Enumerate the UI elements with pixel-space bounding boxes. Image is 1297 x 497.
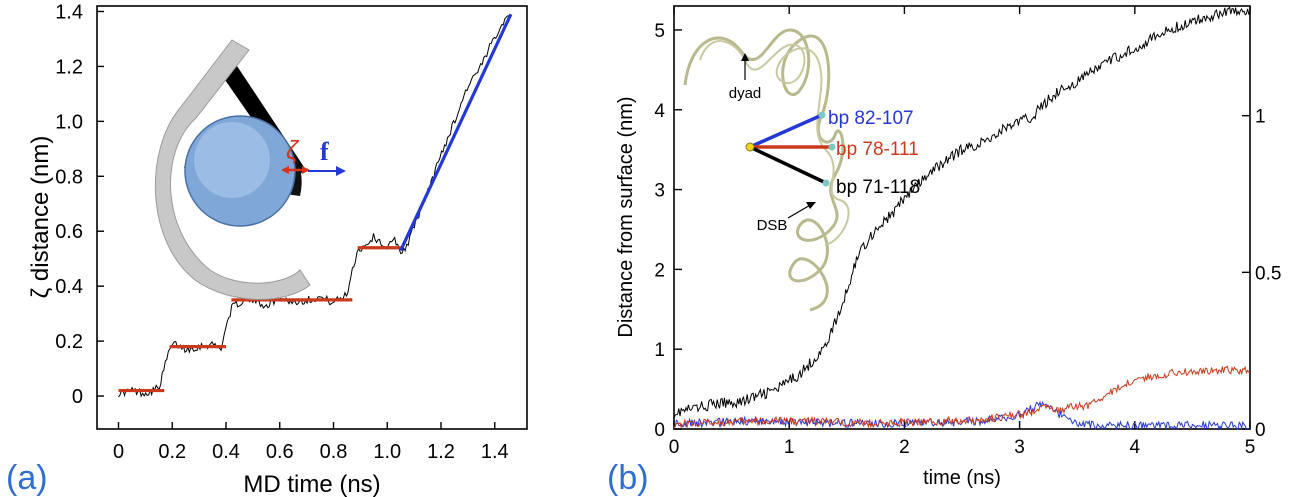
inset-histone-highlight bbox=[194, 122, 270, 198]
y-tick-label: 0.2 bbox=[55, 331, 83, 353]
inset-dna-helix-2 bbox=[699, 40, 850, 246]
distance-trace-bp-78-111 bbox=[673, 365, 1251, 429]
y2-tick-label: 0.5 bbox=[1255, 263, 1281, 284]
y-tick-label: 0.4 bbox=[55, 276, 83, 298]
x-tick-label: 5 bbox=[1245, 437, 1256, 458]
x-tick-label: 0.2 bbox=[158, 441, 186, 463]
inset-bp-black-label: bp 71-118 bbox=[836, 177, 920, 198]
inset-grey-strand bbox=[154, 39, 311, 300]
inset-dyad-label: dyad bbox=[729, 85, 762, 102]
inset-bp-red-label: bp 78-111 bbox=[836, 139, 919, 160]
y-tick-label: 4 bbox=[654, 101, 665, 122]
x-tick-label: 0 bbox=[113, 441, 124, 463]
x-tick-label: 1.0 bbox=[373, 441, 401, 463]
panel-b-label: (b) bbox=[607, 459, 649, 497]
inset-dsb-label: DSB bbox=[757, 217, 788, 234]
inset-anchor-point bbox=[745, 142, 755, 152]
panel-b-x-axis-label: time (ns) bbox=[923, 467, 1001, 489]
y-tick-label: 5 bbox=[654, 21, 665, 42]
x-tick-label: 0.8 bbox=[320, 441, 348, 463]
inset-bp-point-red bbox=[828, 143, 836, 151]
panel-b-plot-frame bbox=[673, 5, 1251, 430]
y-tick-label: 0.6 bbox=[55, 221, 83, 243]
x-tick-label: 1.2 bbox=[427, 441, 455, 463]
inset-force-arrowhead bbox=[336, 166, 346, 176]
inset-bp-point-blue bbox=[818, 111, 826, 119]
x-tick-label: 1 bbox=[784, 437, 795, 458]
inset-zeta-arrowhead-left bbox=[281, 166, 289, 174]
y-tick-label: 1.0 bbox=[55, 111, 83, 133]
inset-dna-helix bbox=[683, 28, 845, 312]
y2-tick-label: 0 bbox=[1255, 420, 1266, 441]
zeta-trace-line bbox=[118, 14, 512, 398]
y-tick-label: 3 bbox=[654, 181, 665, 202]
inset-dsb-arrowhead bbox=[806, 202, 816, 209]
x-tick-label: 3 bbox=[1014, 437, 1025, 458]
inset-bp-blue-label: bp 82-107 bbox=[828, 108, 914, 129]
panel-a-inset-schematic: ζ f bbox=[154, 39, 346, 300]
inset-zeta-label: ζ bbox=[286, 135, 300, 165]
panel-a-x-axis-label: MD time (ns) bbox=[243, 471, 380, 497]
panel-a-label: (a) bbox=[6, 459, 48, 497]
distance-trace-bp-82-107 bbox=[673, 400, 1251, 431]
linear-fit-line bbox=[399, 13, 513, 252]
x-tick-label: 0.4 bbox=[212, 441, 240, 463]
y-tick-label: 0 bbox=[72, 386, 83, 408]
x-tick-label: 4 bbox=[1130, 437, 1141, 458]
inset-dyad-arrowhead bbox=[741, 53, 749, 61]
x-tick-label: 1.4 bbox=[481, 441, 509, 463]
y2-tick-label: 1 bbox=[1255, 107, 1266, 128]
inset-bp-point-black bbox=[822, 179, 830, 187]
panel-a: 0 0.2 0.4 0.6 0.8 1.0 1.2 1.4 0 0.2 0.4 0.6 0.8 1.0 1.… bbox=[6, 1, 528, 497]
y-tick-label: 0.8 bbox=[55, 166, 83, 188]
panel-a-ticks: 0 0.2 0.4 0.6 0.8 1.0 1.2 1.4 0 0.2 0.4 0.6 0.8 1.0 1.… bbox=[55, 1, 508, 463]
inset-zeta-arrowhead-right bbox=[302, 166, 310, 174]
distance-trace-bp-71-118 bbox=[673, 5, 1251, 419]
inset-force-label: f bbox=[320, 137, 329, 166]
y-tick-label: 0 bbox=[654, 420, 665, 441]
inset-line-blue bbox=[749, 113, 823, 149]
x-tick-label: 2 bbox=[899, 437, 910, 458]
y-tick-label: 1.4 bbox=[55, 1, 83, 23]
panel-b-series bbox=[673, 5, 1251, 431]
panel-b-inset-schematic: dyad DSB bp 82-107 bp 78-111 bp 71-118 bbox=[683, 28, 920, 312]
panel-b-y-axis-label: Distance from surface (nm) bbox=[615, 96, 637, 337]
inset-dsb-arrow bbox=[787, 203, 813, 219]
x-tick-label: 0.6 bbox=[266, 441, 294, 463]
inset-line-black bbox=[749, 145, 827, 185]
panel-a-y-axis-label: ζ distance (nm) bbox=[27, 136, 54, 299]
y-tick-label: 1.2 bbox=[55, 56, 83, 78]
panel-a-series bbox=[118, 13, 513, 398]
x-tick-label: 0 bbox=[669, 437, 680, 458]
y-tick-label: 2 bbox=[654, 260, 665, 281]
y-tick-label: 1 bbox=[654, 340, 665, 361]
panel-a-plot-frame bbox=[96, 5, 528, 430]
